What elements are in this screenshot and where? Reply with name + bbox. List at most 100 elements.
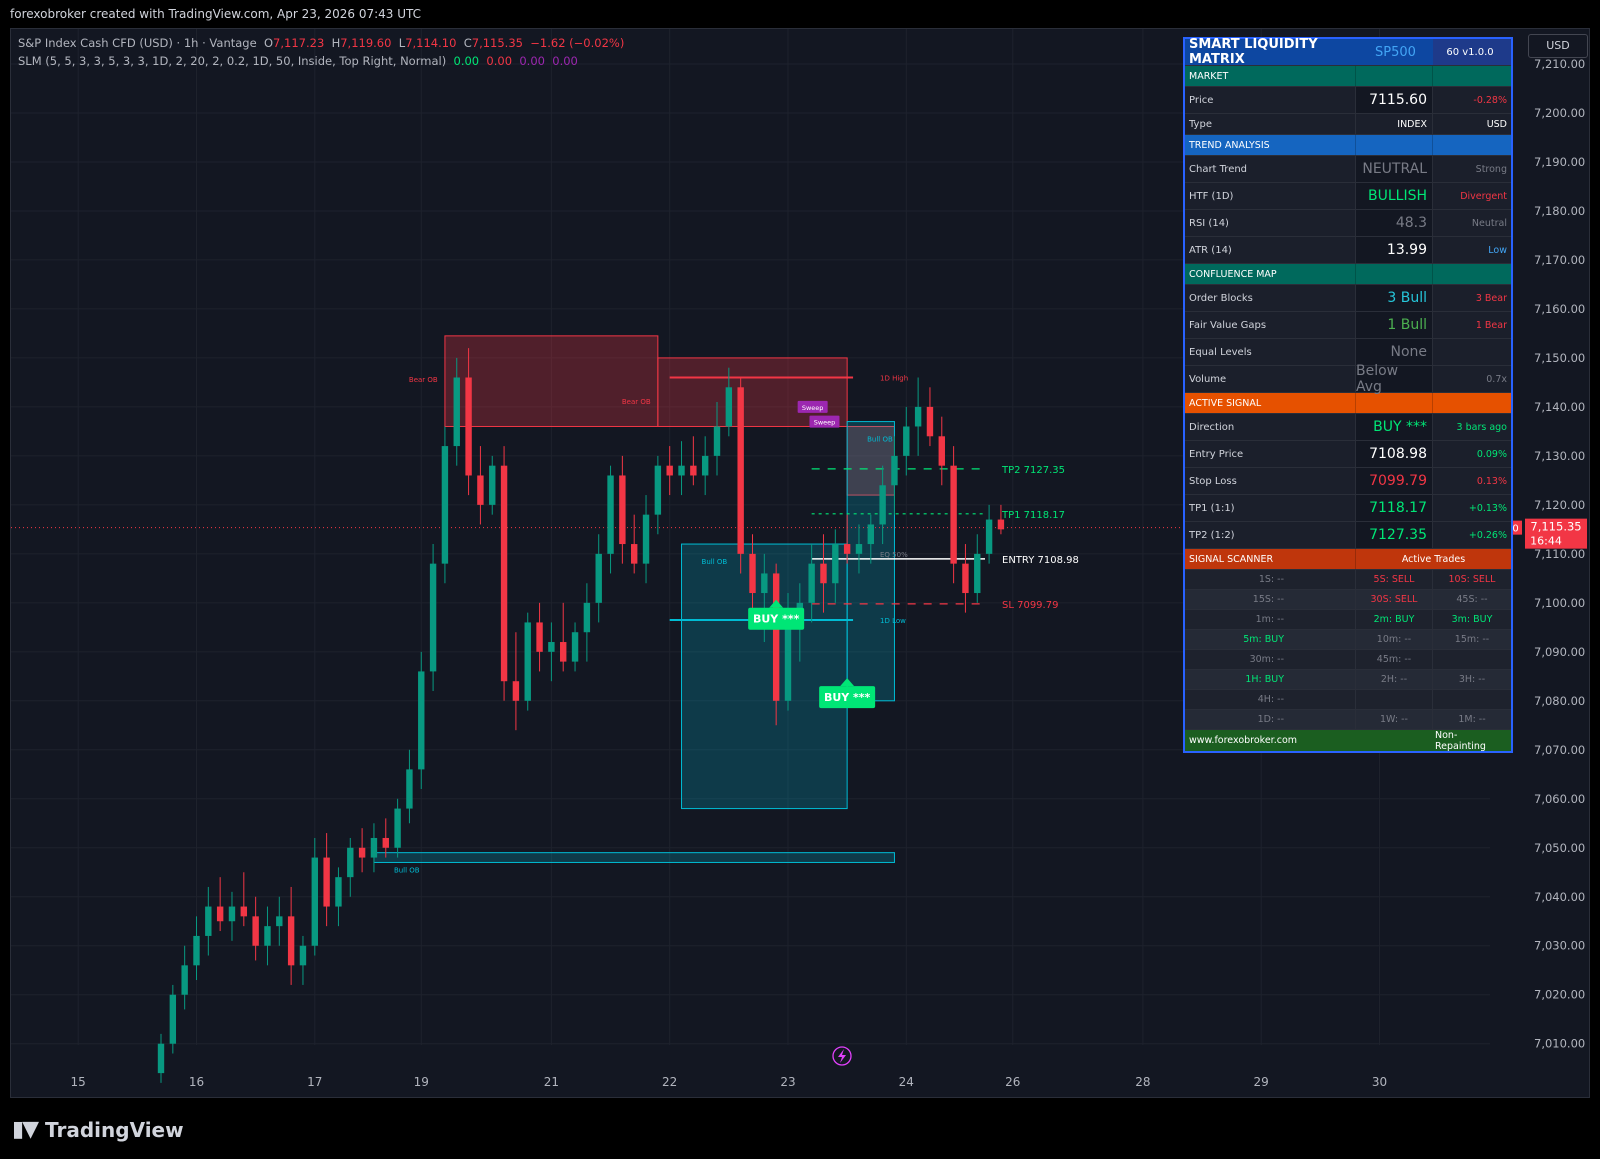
candle-body	[465, 377, 472, 476]
smart-liquidity-dashboard: SMART LIQUIDITY MATRIX SP500 60 v1.0.0 M…	[1183, 37, 1513, 753]
scanner-cell: 1W: --	[1356, 710, 1433, 729]
candle-body	[347, 847, 354, 878]
trade-line-label: TP2 7127.35	[1001, 465, 1065, 476]
bear-order-block	[657, 357, 848, 427]
signal-row: TP2 (1:2) 7127.35 +0.26%	[1185, 522, 1511, 549]
trade-line-label: SL 7099.79	[1002, 600, 1058, 611]
y-tick-label: 7,170.00	[1534, 253, 1585, 267]
indicator-value-4: 0.00	[552, 54, 578, 68]
candle-body	[311, 857, 318, 946]
scanner-cell: 3H: --	[1458, 674, 1486, 685]
section-active-signal: ACTIVE SIGNAL	[1185, 393, 1511, 414]
row-label: Stop Loss	[1185, 468, 1356, 494]
last-price-label: 7,115.35	[1530, 520, 1581, 534]
candle-body	[997, 519, 1005, 530]
candle-body	[477, 475, 484, 505]
x-tick-label: 16	[189, 1075, 204, 1089]
zone-label: Bull OB	[702, 558, 728, 566]
candle-body	[926, 406, 934, 437]
sweep-marker	[797, 400, 828, 413]
y-tick-label: 7,160.00	[1534, 302, 1585, 316]
row-note: Neutral	[1471, 217, 1507, 229]
candle-body	[595, 553, 602, 603]
candle-body	[299, 945, 307, 966]
candle-body	[181, 965, 188, 995]
candle-body	[855, 544, 863, 554]
y-tick-label: 7,140.00	[1534, 400, 1585, 414]
row-label: RSI (14)	[1185, 210, 1356, 236]
scanner-cell: 30S: SELL	[1356, 590, 1433, 609]
dashboard-title: SMART LIQUIDITY MATRIX	[1189, 37, 1318, 67]
section-confluence: CONFLUENCE MAP	[1185, 264, 1511, 285]
row-value: 48.3	[1356, 210, 1433, 236]
candle-body	[678, 465, 685, 476]
price-change: -0.28%	[1473, 94, 1507, 106]
row-note	[1433, 339, 1511, 365]
candle-body	[228, 906, 236, 922]
candle-body	[654, 465, 662, 515]
scanner-cell: 4H: --	[1185, 690, 1356, 709]
candle-body	[808, 563, 815, 603]
scanner-cell	[1356, 690, 1433, 709]
y-tick-label: 7,020.00	[1534, 988, 1585, 1002]
y-tick-label: 7,110.00	[1534, 547, 1585, 561]
indicator-legend[interactable]: SLM (5, 5, 3, 3, 5, 3, 3, 1D, 2, 20, 2, …	[18, 54, 578, 68]
section-signal-scanner: SIGNAL SCANNER Active Trades	[1185, 549, 1511, 570]
row-note: 3 bars ago	[1456, 421, 1507, 433]
buy-signal-box	[748, 607, 805, 630]
y-tick-label: 7,150.00	[1534, 351, 1585, 365]
x-tick-label: 24	[899, 1075, 914, 1089]
y-tick-label: 7,040.00	[1534, 890, 1585, 904]
x-tick-label: 23	[780, 1075, 795, 1089]
high-value: 7,119.60	[340, 36, 392, 50]
y-tick-label: 7,090.00	[1534, 645, 1585, 659]
level-label: 1D High	[880, 374, 908, 382]
confluence-row: Equal Levels None	[1185, 339, 1511, 366]
scanner-row: 1H: BUY 2H: -- 3H: --	[1185, 670, 1511, 690]
row-label: HTF (1D)	[1185, 183, 1356, 209]
row-note: 0.09%	[1476, 448, 1507, 460]
candle-body	[335, 877, 342, 907]
tradingview-logo[interactable]: ▮▼ TradingView	[12, 1117, 184, 1142]
candle-body	[843, 544, 851, 554]
currency-button[interactable]: USD	[1528, 34, 1588, 58]
candle-body	[264, 926, 271, 946]
lightning-icon	[832, 1046, 852, 1066]
chart-caption: forexobroker created with TradingView.co…	[10, 7, 422, 21]
candle-body	[701, 455, 709, 476]
candle-body	[914, 406, 922, 427]
row-note: +0.26%	[1468, 529, 1507, 541]
section-signal-label: ACTIVE SIGNAL	[1185, 393, 1356, 413]
confluence-row: Order Blocks 3 Bull 3 Bear	[1185, 285, 1511, 312]
candle-body	[607, 475, 614, 554]
bull-order-block	[373, 852, 895, 863]
sweep-label: Sweep	[814, 419, 836, 427]
candle-body	[571, 632, 579, 662]
y-tick-label: 7,210.00	[1534, 57, 1585, 71]
section-trend-label: TREND ANALYSIS	[1185, 135, 1356, 155]
section-scanner-label: SIGNAL SCANNER	[1185, 549, 1356, 569]
x-tick-label: 30	[1372, 1075, 1387, 1089]
row-value: BUY ***	[1356, 414, 1433, 440]
candle-body	[429, 563, 437, 672]
candle-body	[157, 1043, 165, 1074]
candle-body	[512, 681, 520, 701]
open-label: O	[263, 36, 274, 50]
high-label: H	[331, 36, 341, 50]
scanner-row: 1D: -- 1W: -- 1M: --	[1185, 710, 1511, 730]
candle-body	[287, 916, 295, 966]
scanner-cell: 5m: BUY	[1185, 630, 1356, 649]
candle-body	[489, 465, 496, 505]
trend-row: HTF (1D) BULLISH Divergent	[1185, 183, 1511, 210]
candle-body	[950, 465, 957, 564]
signal-row: Stop Loss 7099.79 0.13%	[1185, 468, 1511, 495]
y-tick-label: 7,120.00	[1534, 498, 1585, 512]
candle-body	[903, 426, 910, 456]
scanner-cell: 1S: --	[1185, 570, 1356, 589]
row-label: Volume	[1185, 366, 1356, 392]
indicator-value-3: 0.00	[519, 54, 545, 68]
candle-body	[216, 906, 224, 922]
y-tick-label: 7,130.00	[1534, 449, 1585, 463]
row-value: 7118.17	[1356, 495, 1433, 521]
scanner-row: 1m: -- 2m: BUY 3m: BUY	[1185, 610, 1511, 630]
